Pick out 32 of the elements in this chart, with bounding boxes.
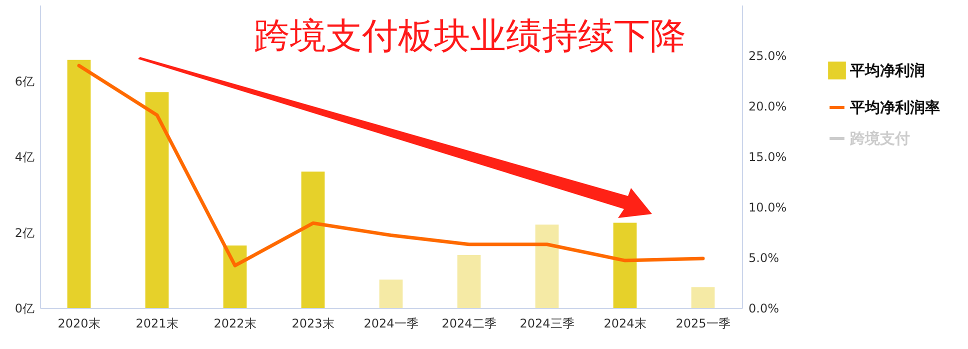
x-tick-label: 2024末 — [604, 316, 646, 330]
bar — [691, 287, 715, 308]
y2-tick-label: 5.0% — [748, 251, 779, 265]
x-tick-label: 2024三季 — [520, 316, 574, 330]
line-series — [77, 64, 705, 268]
chart-title: 跨境支付板块业绩持续下降 — [254, 16, 686, 57]
x-tick-label: 2020末 — [58, 316, 100, 330]
y2-tick-label: 25.0% — [748, 49, 787, 63]
bar — [535, 224, 559, 308]
y-tick-label: 4亿 — [14, 150, 34, 164]
x-tick-label: 2024一季 — [364, 316, 418, 330]
bar — [613, 222, 637, 308]
y-tick-label: 6亿 — [14, 74, 34, 88]
x-tick-label: 2023末 — [292, 316, 334, 330]
bar — [145, 92, 169, 308]
y2-tick-label: 10.0% — [748, 200, 787, 214]
bar — [457, 254, 481, 308]
bar — [223, 246, 247, 308]
y-tick-label: 0亿 — [14, 302, 34, 316]
y-tick-label: 2亿 — [14, 226, 34, 240]
x-tick-label: 2022末 — [214, 316, 256, 330]
legend-label: 平均净利润 — [849, 62, 925, 80]
y2-tick-label: 15.0% — [748, 150, 787, 164]
bar — [67, 60, 91, 308]
y2-tick-label: 0.0% — [748, 302, 779, 316]
x-tick-label: 2024二季 — [442, 316, 496, 330]
bar — [379, 280, 403, 308]
y2-tick-label: 20.0% — [748, 100, 787, 114]
bar — [301, 172, 325, 308]
x-tick-label: 2021末 — [136, 316, 178, 330]
x-tick-label: 2025一季 — [676, 316, 730, 330]
legend-label: 平均净利润率 — [849, 98, 940, 116]
